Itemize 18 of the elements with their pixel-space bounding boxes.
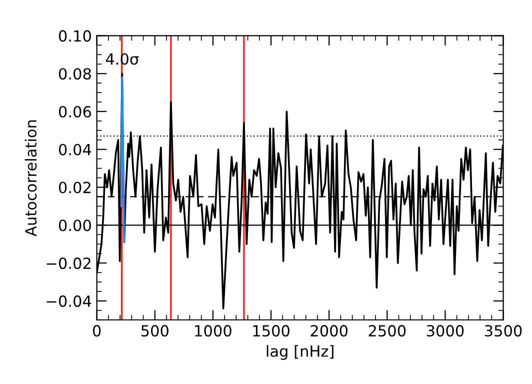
x-tick-label: 3000 — [426, 325, 464, 337]
x-tick-label: 3500 — [484, 325, 522, 337]
x-tick-label: 2000 — [310, 325, 348, 337]
y-tick-label: 0.06 — [58, 106, 91, 118]
x-tick-label: 2500 — [368, 325, 406, 337]
y-axis-title: Autocorrelation — [24, 120, 37, 236]
x-tick-label: 0 — [92, 325, 101, 337]
y-tick-label: 0.00 — [58, 220, 91, 232]
x-tick-label: 1500 — [253, 325, 290, 337]
x-axis-title: lag [nHz] — [266, 345, 334, 360]
x-tick-label: 500 — [141, 325, 168, 337]
y-tick-label: −0.04 — [46, 295, 92, 307]
y-tick-label: 0.04 — [58, 144, 92, 156]
y-tick-label: −0.02 — [46, 258, 90, 270]
y-tick-label: 0.02 — [58, 182, 90, 194]
x-tick-label: 1000 — [195, 325, 232, 337]
y-tick-label: 0.10 — [58, 30, 91, 42]
y-tick-label: 0.08 — [58, 68, 91, 80]
